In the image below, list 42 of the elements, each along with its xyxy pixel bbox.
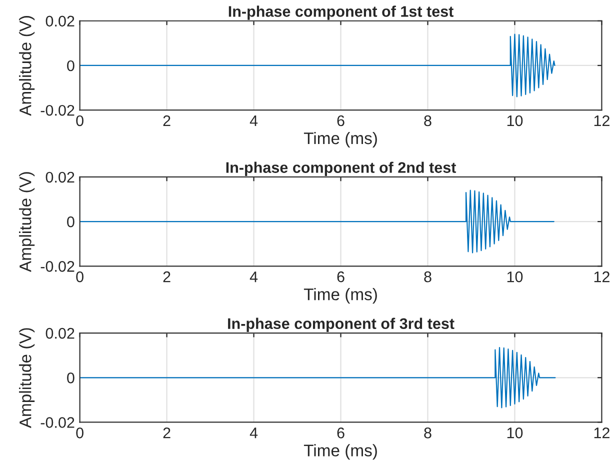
chart-title: In-phase component of 2nd test <box>226 162 456 176</box>
y-axis-title: Amplitude (V) <box>19 16 35 116</box>
line-series <box>80 190 554 254</box>
chart-title: In-phase component of 3rd test <box>228 318 454 332</box>
x-tick-label: 12 <box>594 428 610 438</box>
x-tick-label: 10 <box>507 428 523 438</box>
y-tick-label: 0.02 <box>46 16 74 27</box>
x-axis-title: Time (ms) <box>304 288 377 304</box>
x-tick-label: 4 <box>250 115 258 126</box>
y-tick-label: 0 <box>67 372 74 384</box>
y-tick-label: 0 <box>67 216 74 228</box>
x-tick-label: 0 <box>76 115 84 126</box>
y-tick-label: 0.02 <box>46 328 74 339</box>
x-tick-label: 0 <box>76 271 84 282</box>
y-tick-label: -0.02 <box>40 104 74 116</box>
x-tick-label: 0 <box>76 428 84 438</box>
y-tick-label: -0.02 <box>40 261 74 272</box>
x-tick-label: 10 <box>507 271 523 282</box>
y-axis-title: Amplitude (V) <box>19 172 35 272</box>
x-tick-label: 4 <box>250 428 258 438</box>
y-tick-label: -0.02 <box>40 417 74 428</box>
x-tick-label: 6 <box>337 271 344 282</box>
line-series <box>80 34 556 98</box>
x-tick-label: 2 <box>163 115 170 126</box>
x-tick-label: 6 <box>337 428 344 438</box>
y-tick-label: 0.02 <box>46 172 74 183</box>
x-tick-label: 2 <box>163 428 170 438</box>
x-tick-label: 8 <box>424 115 432 126</box>
y-tick-label: 0 <box>67 60 74 72</box>
x-axis-title: Time (ms) <box>304 132 377 148</box>
x-tick-label: 4 <box>250 272 258 282</box>
x-tick-label: 8 <box>424 428 432 438</box>
x-tick-label: 10 <box>507 115 523 126</box>
chart-title: In-phase component of 1st test <box>228 6 454 20</box>
x-tick-label: 2 <box>163 271 170 282</box>
line-series <box>80 346 556 408</box>
x-axis-title: Time (ms) <box>304 444 377 460</box>
x-tick-label: 12 <box>594 115 610 126</box>
x-tick-label: 8 <box>424 271 432 282</box>
y-axis-title: Amplitude (V) <box>19 328 35 428</box>
x-tick-label: 6 <box>337 115 344 126</box>
x-tick-label: 12 <box>594 271 610 282</box>
